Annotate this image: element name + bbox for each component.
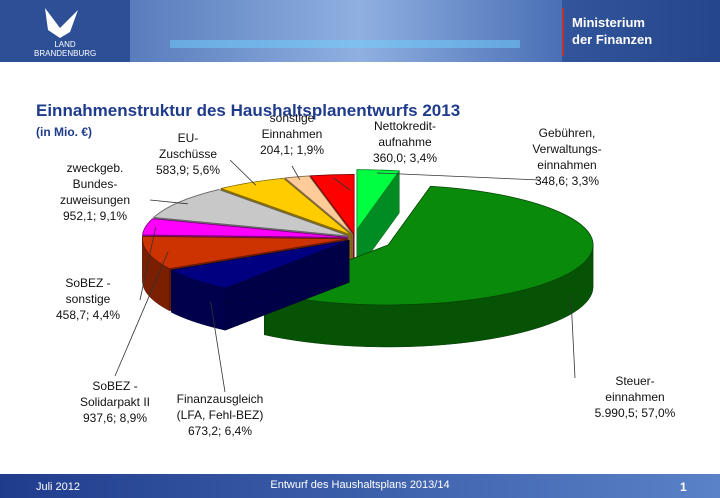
leader-line xyxy=(139,227,157,301)
slice-top xyxy=(284,175,354,235)
slice-category: sonstige Einnahmen xyxy=(261,111,323,141)
leader-line xyxy=(570,294,576,379)
slice-top xyxy=(356,169,401,231)
slice-top xyxy=(152,189,349,237)
slice-top xyxy=(142,235,348,270)
leader-line xyxy=(114,251,169,377)
leader-line xyxy=(229,159,257,186)
slice-value: 5.990,5; 57,0% xyxy=(594,406,676,420)
leader-line xyxy=(291,165,301,180)
slice-label: Nettokredit- aufnahme 360,0; 3,4% xyxy=(340,118,470,166)
slice-label: EU- Zuschüsse 583,9; 5,6% xyxy=(123,130,253,178)
ministry-name: Ministerium der Finanzen xyxy=(572,15,653,47)
slice-value: 360,0; 3,4% xyxy=(372,151,438,165)
slice-category: Nettokredit- aufnahme xyxy=(373,119,437,149)
pie-slice xyxy=(169,239,350,331)
slice-label: sonstige Einnahmen 204,1; 1,9% xyxy=(227,110,357,158)
logo-eagle xyxy=(45,8,78,38)
ministry-box xyxy=(562,0,720,62)
slice-category: Gebühren, Verwaltungs- einnahmen xyxy=(532,126,602,172)
slice-category: SoBEZ - Solidarpakt II xyxy=(79,379,151,409)
slice-label: zweckgeb. Bundes- zuweisungen 952,1; 9,1% xyxy=(30,160,160,224)
slice-category: zweckgeb. Bundes- zuweisungen xyxy=(59,161,131,207)
slice-label: Finanzausgleich (LFA, Fehl-BEZ) 673,2; 6,… xyxy=(155,391,285,439)
slice-value: 937,6; 8,9% xyxy=(82,411,148,425)
slice-category: SoBEZ - sonstige xyxy=(65,276,111,306)
leader-line xyxy=(333,177,351,191)
slice-label: SoBEZ - Solidarpakt II 937,6; 8,9% xyxy=(50,378,180,426)
slice-value: 204,1; 1,9% xyxy=(259,143,325,157)
footer-band xyxy=(0,474,720,498)
leader-line xyxy=(210,301,226,393)
leader-line xyxy=(377,172,541,181)
slice-label: Steuer- einnahmen 5.990,5; 57,0% xyxy=(570,373,700,421)
slice-value: 348,6; 3,3% xyxy=(534,174,600,188)
slice-top xyxy=(142,218,348,238)
slice-label: SoBEZ - sonstige 458,7; 4,4% xyxy=(23,275,153,323)
footer-title: Entwurf des Haushaltsplans 2013/14 xyxy=(270,479,450,491)
chart-subtitle: (in Mio. €) xyxy=(36,125,92,139)
slice-top xyxy=(309,174,355,236)
slice-value: 952,1; 9,1% xyxy=(62,209,128,223)
slice-category: EU- Zuschüsse xyxy=(158,131,218,161)
leader-line xyxy=(149,199,188,205)
chart-title: Einnahmenstruktur des Haushaltsplanentwu… xyxy=(36,101,461,120)
slice-category: Steuer- einnahmen xyxy=(605,374,665,404)
slice-value: 458,7; 4,4% xyxy=(55,308,121,322)
chart-title-block: Einnahmenstruktur des Haushaltsplanentwu… xyxy=(36,81,460,141)
footer-date: Juli 2012 xyxy=(36,481,81,493)
logo-text: LAND BRANDENBURG xyxy=(34,40,97,58)
slice-label: Gebühren, Verwaltungs- einnahmen 348,6; 3… xyxy=(502,125,632,189)
slice-top xyxy=(169,239,350,289)
ministry-bar xyxy=(562,8,564,56)
slice-category: Finanzausgleich (LFA, Fehl-BEZ) xyxy=(176,392,264,422)
page-number: 1 xyxy=(680,480,687,494)
slice-top xyxy=(219,177,352,236)
slice-value: 673,2; 6,4% xyxy=(187,424,253,438)
header-stripe xyxy=(170,40,520,48)
slice-value: 583,9; 5,6% xyxy=(155,163,221,177)
